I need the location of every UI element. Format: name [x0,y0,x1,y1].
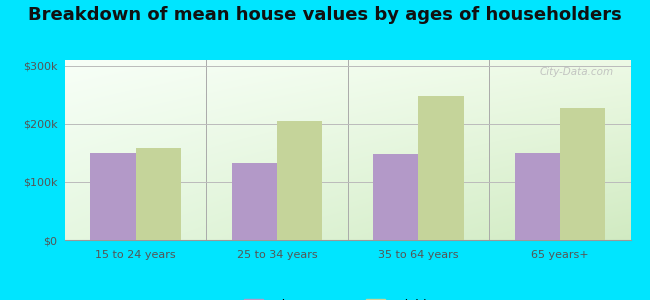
Bar [419,96,463,240]
Bar [90,153,136,240]
Bar [232,164,277,240]
Text: City-Data.com: City-Data.com [540,67,614,77]
Bar [136,148,181,240]
Text: Breakdown of mean house values by ages of householders: Breakdown of mean house values by ages o… [28,6,622,24]
Bar [515,153,560,240]
Bar [373,154,419,240]
Legend: Clare County, Michigan: Clare County, Michigan [238,293,458,300]
Bar [560,108,605,240]
Bar [277,121,322,240]
